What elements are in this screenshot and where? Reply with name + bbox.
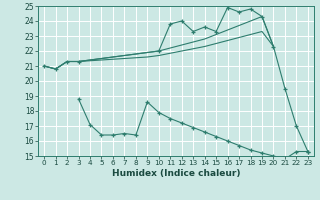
X-axis label: Humidex (Indice chaleur): Humidex (Indice chaleur) [112,169,240,178]
